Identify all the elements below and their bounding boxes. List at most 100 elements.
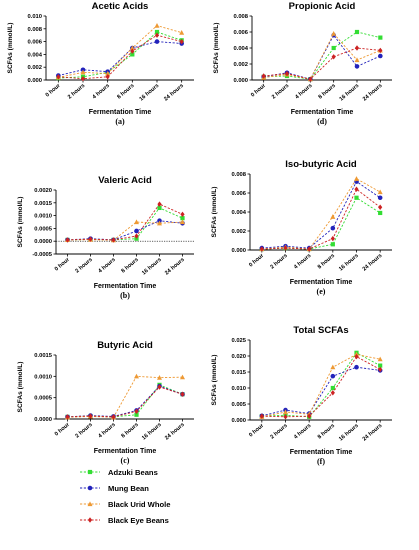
data-point [354, 57, 360, 63]
series-line [261, 353, 381, 418]
x-axis-label: Fermentation Time [290, 449, 353, 456]
data-point [180, 374, 185, 380]
data-point [157, 384, 162, 390]
legend-marker [87, 501, 93, 507]
legend-item: Mung Bean [80, 484, 149, 493]
y-tick-label: 0.002 [233, 62, 248, 68]
chart-title: Acetic Acids [92, 1, 149, 12]
y-tick-label: 0.006 [231, 191, 246, 197]
y-tick-label: 0.0005 [34, 226, 53, 232]
y-tick-label: 0.0010 [34, 374, 52, 380]
y-axis-label: SCFAs (mmol/L) [211, 187, 218, 238]
legend-marker [87, 517, 93, 523]
x-tick-label: 16 hours [338, 253, 360, 273]
data-point [179, 30, 185, 35]
data-point [154, 32, 160, 38]
chart-total-scfas: Total SCFAs 0.000 0.005 0.010 0.015 0.020 0.02… [211, 325, 392, 466]
y-axis-label: SCFAs (mmol/L) [7, 23, 14, 74]
series-black-eye-beans [56, 32, 184, 82]
chart-title: Butyric Acid [97, 340, 153, 351]
chart-title: Total SCFAs [293, 325, 348, 336]
x-tick-label: 8 hours [318, 83, 337, 101]
x-tick-label: 24 hours [362, 83, 384, 103]
series-line [67, 386, 183, 418]
data-point [378, 363, 383, 368]
data-point [180, 391, 185, 397]
data-point [331, 45, 336, 51]
x-tick-label: 0 hour [54, 256, 72, 272]
data-point [307, 413, 312, 419]
series-adzuki-beans [259, 195, 383, 252]
panel-label: (c) [121, 456, 130, 465]
x-tick-label: 16 hours [141, 257, 163, 277]
data-point [378, 35, 383, 40]
data-point [154, 23, 160, 28]
y-tick-label: 0.004 [231, 210, 246, 216]
axis-lines [251, 16, 392, 81]
data-point [134, 412, 139, 417]
data-point [377, 356, 383, 362]
data-point [283, 409, 288, 415]
x-tick-label: 4 hours [97, 257, 116, 275]
x-axis-label: Fermentation Time [89, 109, 152, 116]
y-tick-label: -0.0005 [32, 252, 52, 258]
y-axis-label: SCFAs (mmol/L) [213, 23, 220, 74]
chart-title: Valeric Acid [98, 175, 152, 186]
y-tick-label: 0.006 [233, 30, 248, 36]
data-point [354, 45, 360, 51]
x-tick-label: 2 hours [74, 257, 93, 275]
chart-title: Iso-butyric Acid [285, 159, 357, 170]
y-tick-label: 0.010 [27, 14, 42, 20]
x-tick-label: 16 hours [338, 423, 360, 443]
series-line [261, 180, 381, 249]
data-point [331, 31, 337, 36]
axis-lines [249, 340, 392, 421]
data-point [259, 246, 264, 252]
data-point [378, 53, 383, 59]
data-point [378, 210, 383, 216]
y-tick-label: 0.000 [27, 78, 42, 84]
data-point [88, 413, 93, 419]
chart-propionic-acid: Propionic Acid 0.000 0.002 0.004 0.006 0.008 0… [213, 1, 392, 126]
y-tick-label: 0.0015 [34, 201, 53, 207]
x-tick-label: 0 hour [250, 82, 268, 98]
x-tick-label: 8 hours [317, 423, 336, 441]
series-line [67, 375, 183, 418]
x-tick-label: 24 hours [362, 423, 384, 443]
x-tick-label: 2 hours [67, 83, 86, 101]
data-point [154, 29, 160, 35]
panel-label: (f) [317, 457, 325, 466]
y-axis-label: SCFAs (mmol/L) [17, 197, 24, 248]
data-point [134, 373, 139, 379]
data-point [283, 414, 288, 420]
series-line [67, 385, 183, 418]
data-point [283, 245, 288, 251]
data-point [111, 414, 116, 420]
x-tick-label: 16 hours [139, 83, 161, 103]
data-point [330, 242, 335, 247]
x-tick-label: 8 hours [120, 422, 139, 440]
x-tick-label: 24 hours [362, 253, 384, 273]
y-tick-label: 0.004 [27, 52, 42, 58]
x-tick-label: 8 hours [116, 83, 135, 101]
series-line [261, 352, 381, 418]
y-tick-label: 0.0010 [34, 214, 52, 220]
data-point [354, 353, 359, 360]
data-point [330, 390, 335, 396]
data-point [378, 366, 383, 373]
x-tick-label: 0 hour [248, 422, 266, 438]
y-tick-label: 0.015 [231, 370, 246, 376]
data-point [88, 236, 93, 242]
data-point [134, 233, 139, 239]
data-point [56, 74, 61, 80]
series-mung-bean [56, 39, 184, 78]
series-adzuki-beans [65, 205, 185, 243]
series-line [58, 41, 182, 76]
y-tick-label: 0.002 [231, 229, 246, 235]
y-axis-label: SCFAs (mmol/L) [17, 362, 24, 413]
legend-marker [87, 469, 93, 475]
data-point [308, 76, 313, 82]
data-point [134, 408, 139, 415]
data-point [180, 216, 185, 221]
x-axis-label: Fermentation Time [291, 109, 354, 116]
